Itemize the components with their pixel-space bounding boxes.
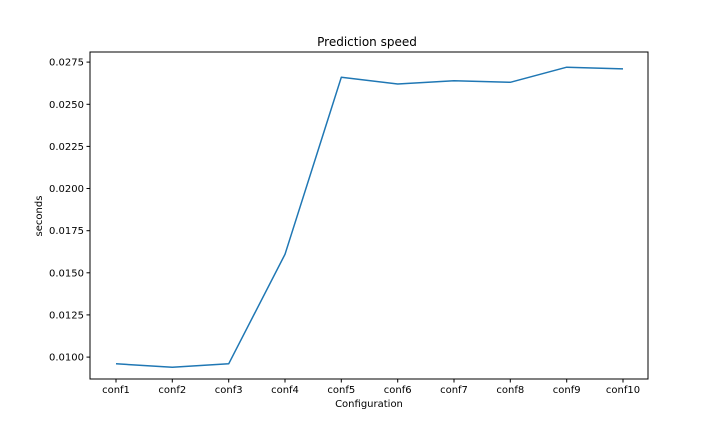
x-tick-label: conf3 bbox=[215, 385, 243, 396]
x-axis-label: Configuration bbox=[335, 399, 403, 410]
x-tick-label: conf6 bbox=[384, 385, 412, 396]
x-tick-label: conf1 bbox=[102, 385, 130, 396]
x-axis-ticks: conf1 conf2 conf3 conf4 conf5 conf6 conf7 conf8… bbox=[102, 379, 640, 396]
y-tick-label: 0.0200 bbox=[49, 184, 84, 195]
plot-layer bbox=[115, 66, 624, 368]
axes-frame bbox=[89, 51, 649, 380]
series-line bbox=[115, 66, 624, 368]
x-tick-label: conf5 bbox=[327, 385, 355, 396]
x-tick-label: conf9 bbox=[553, 385, 581, 396]
x-tick-label: conf2 bbox=[158, 385, 186, 396]
y-tick-label: 0.0100 bbox=[49, 353, 84, 364]
x-tick-label: conf8 bbox=[496, 385, 524, 396]
x-tick-label: conf7 bbox=[440, 385, 468, 396]
y-tick-label: 0.0150 bbox=[49, 268, 84, 279]
x-tick-label: conf4 bbox=[271, 385, 299, 396]
chart-title: Prediction speed bbox=[317, 35, 417, 49]
y-tick-label: 0.0275 bbox=[49, 58, 84, 69]
y-axis-label: seconds bbox=[34, 196, 45, 237]
x-tick-label: conf10 bbox=[606, 385, 640, 396]
y-axis-ticks: 0.0100 0.0125 0.0150 0.0175 0.0200 0.0225 0.02… bbox=[49, 58, 90, 364]
y-tick-label: 0.0250 bbox=[49, 100, 84, 111]
y-tick-label: 0.0125 bbox=[49, 310, 84, 321]
y-tick-label: 0.0225 bbox=[49, 142, 84, 153]
y-tick-label: 0.0175 bbox=[49, 226, 84, 237]
